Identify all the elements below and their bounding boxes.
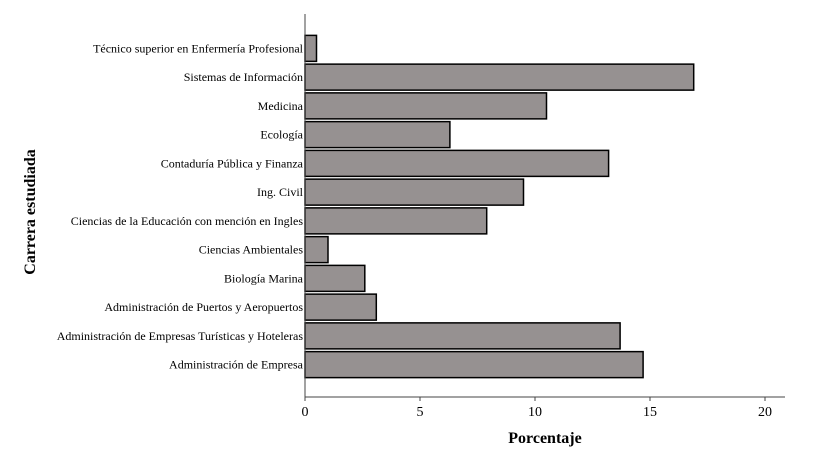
bar (304, 322, 621, 350)
x-tick-label: 15 (643, 405, 657, 420)
category-label: Ciencias de la Educación con mención en … (71, 214, 304, 228)
category-label: Ecología (260, 128, 303, 142)
x-axis-title: Porcentaje (508, 430, 581, 447)
axes (304, 14, 785, 398)
category-label: Medicina (258, 99, 304, 113)
category-label: Ing. Civil (257, 185, 304, 199)
category-labels: Técnico superior en Enfermería Profesion… (57, 41, 304, 371)
category-label: Contaduría Pública y Finanza (161, 156, 304, 170)
bar (304, 92, 548, 120)
bar (304, 120, 451, 149)
category-label: Ciencias Ambientales (199, 243, 304, 257)
x-tick-label: 10 (528, 405, 542, 420)
bar (304, 34, 318, 63)
x-tick-label: 0 (302, 405, 309, 420)
bars-layer (304, 34, 695, 379)
bar (304, 350, 644, 379)
y-axis-title: Carrera estudiada (22, 149, 39, 274)
x-axis-ticks: 0 5 10 15 20 (302, 397, 772, 420)
category-label: Administración de Empresas Turísticas y … (57, 329, 304, 343)
x-tick-label: 5 (417, 405, 424, 420)
category-label: Técnico superior en Enfermería Profesion… (93, 41, 304, 55)
bar (304, 293, 378, 321)
bar (304, 235, 329, 264)
bar (304, 149, 610, 178)
bar (304, 264, 366, 293)
bar (304, 178, 525, 206)
bar (304, 63, 695, 91)
category-label: Administración de Puertos y Aeropuertos (104, 300, 303, 314)
x-tick-label: 20 (758, 405, 772, 420)
category-label: Biología Marina (224, 271, 304, 285)
category-label: Administración de Empresa (169, 358, 304, 372)
bar (304, 207, 488, 235)
category-label: Sistemas de Información (184, 70, 303, 84)
